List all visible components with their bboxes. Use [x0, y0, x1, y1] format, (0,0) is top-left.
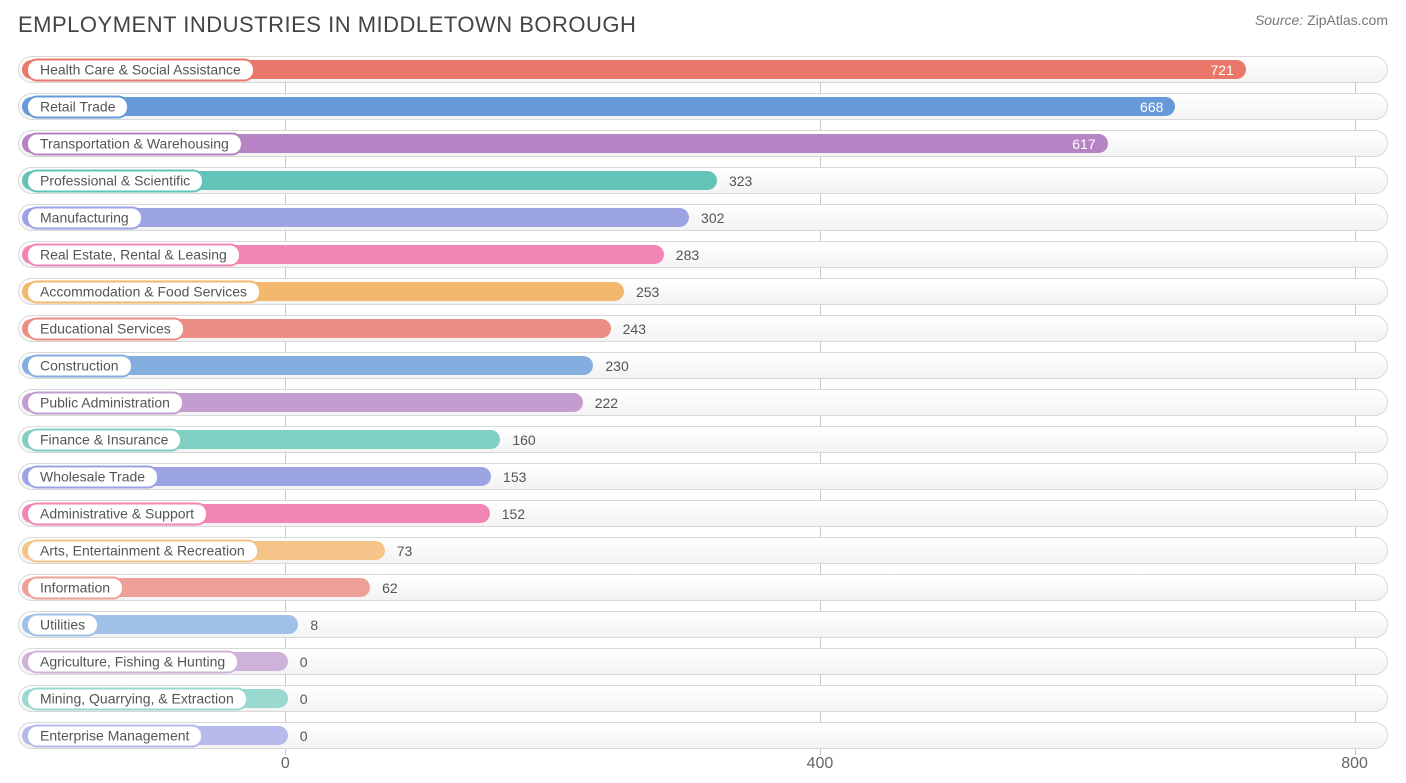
category-label: Wholesale Trade: [26, 465, 159, 488]
value-label: 323: [729, 174, 752, 188]
x-tick: 0: [281, 755, 290, 773]
bar-row: Mining, Quarrying, & Extraction 0: [18, 685, 1388, 712]
bar-row: Agriculture, Fishing & Hunting 0: [18, 648, 1388, 675]
bar-row: Arts, Entertainment & Recreation 73: [18, 537, 1388, 564]
bar-track: Construction 230: [22, 356, 1384, 375]
value-label: 668: [1140, 100, 1163, 114]
value-label: 62: [382, 581, 398, 595]
bar-row: Utilities 8: [18, 611, 1388, 638]
bar-row: Enterprise Management 0: [18, 722, 1388, 749]
category-label: Transportation & Warehousing: [26, 132, 243, 155]
category-label: Real Estate, Rental & Leasing: [26, 243, 241, 266]
category-label: Mining, Quarrying, & Extraction: [26, 687, 248, 710]
category-label: Public Administration: [26, 391, 184, 414]
value-label: 253: [636, 285, 659, 299]
bar-row: Information 62: [18, 574, 1388, 601]
x-axis: 0 400 800: [18, 755, 1388, 783]
value-label: 0: [300, 655, 308, 669]
bar-track: Educational Services 243: [22, 319, 1384, 338]
bar-row: Health Care & Social Assistance 721: [18, 56, 1388, 83]
bar-row: Manufacturing 302: [18, 204, 1388, 231]
x-tick: 800: [1341, 755, 1368, 773]
category-label: Accommodation & Food Services: [26, 280, 261, 303]
category-label: Retail Trade: [26, 95, 129, 118]
category-label: Information: [26, 576, 124, 599]
value-label: 230: [605, 359, 628, 373]
bar-row: Wholesale Trade 153: [18, 463, 1388, 490]
category-label: Health Care & Social Assistance: [26, 58, 255, 81]
bar-track: Health Care & Social Assistance 721: [22, 60, 1384, 79]
bar-row: Finance & Insurance 160: [18, 426, 1388, 453]
value-label: 222: [595, 396, 618, 410]
value-label: 152: [502, 507, 525, 521]
chart-rows: Health Care & Social Assistance 721 Retail…: [18, 56, 1388, 749]
category-label: Utilities: [26, 613, 99, 636]
value-label: 160: [512, 433, 535, 447]
chart-header: EMPLOYMENT INDUSTRIES IN MIDDLETOWN BORO…: [18, 12, 1388, 38]
value-label: 617: [1072, 137, 1095, 151]
chart-source: Source: ZipAtlas.com: [1255, 12, 1388, 28]
bar-track: Public Administration 222: [22, 393, 1384, 412]
bar-row: Professional & Scientific 323: [18, 167, 1388, 194]
bar-track: Utilities 8: [22, 615, 1384, 634]
bar-track: Information 62: [22, 578, 1384, 597]
category-label: Educational Services: [26, 317, 185, 340]
value-label: 153: [503, 470, 526, 484]
bar-track: Wholesale Trade 153: [22, 467, 1384, 486]
category-label: Enterprise Management: [26, 724, 203, 747]
value-label: 243: [623, 322, 646, 336]
bar-row: Administrative & Support 152: [18, 500, 1388, 527]
bar-track: Retail Trade 668: [22, 97, 1384, 116]
bar-row: Retail Trade 668: [18, 93, 1388, 120]
value-label: 0: [300, 692, 308, 706]
category-label: Administrative & Support: [26, 502, 208, 525]
bar-track: Professional & Scientific 323: [22, 171, 1384, 190]
bar-track: Accommodation & Food Services 253: [22, 282, 1384, 301]
bar-row: Construction 230: [18, 352, 1388, 379]
bar-track: Arts, Entertainment & Recreation 73: [22, 541, 1384, 560]
bar-chart: Health Care & Social Assistance 721 Retail…: [18, 56, 1388, 783]
value-label: 302: [701, 211, 724, 225]
value-label: 73: [397, 544, 413, 558]
bar-row: Educational Services 243: [18, 315, 1388, 342]
value-label: 283: [676, 248, 699, 262]
bar-track: Transportation & Warehousing 617: [22, 134, 1384, 153]
bar-track: Mining, Quarrying, & Extraction 0: [22, 689, 1384, 708]
chart-title: EMPLOYMENT INDUSTRIES IN MIDDLETOWN BORO…: [18, 12, 636, 38]
bar-track: Real Estate, Rental & Leasing 283: [22, 245, 1384, 264]
x-tick: 400: [807, 755, 834, 773]
bar-row: Real Estate, Rental & Leasing 283: [18, 241, 1388, 268]
category-label: Finance & Insurance: [26, 428, 182, 451]
bar-track: Agriculture, Fishing & Hunting 0: [22, 652, 1384, 671]
bar-track: Administrative & Support 152: [22, 504, 1384, 523]
category-label: Agriculture, Fishing & Hunting: [26, 650, 239, 673]
source-label: Source:: [1255, 12, 1303, 28]
bar-track: Enterprise Management 0: [22, 726, 1384, 745]
category-label: Arts, Entertainment & Recreation: [26, 539, 259, 562]
category-label: Professional & Scientific: [26, 169, 204, 192]
value-label: 721: [1210, 63, 1233, 77]
value-label: 8: [310, 618, 318, 632]
bar-track: Finance & Insurance 160: [22, 430, 1384, 449]
bar-row: Public Administration 222: [18, 389, 1388, 416]
bar-fill: [22, 97, 1175, 116]
bar-track: Manufacturing 302: [22, 208, 1384, 227]
category-label: Construction: [26, 354, 133, 377]
source-value: ZipAtlas.com: [1307, 12, 1388, 28]
bar-row: Accommodation & Food Services 253: [18, 278, 1388, 305]
category-label: Manufacturing: [26, 206, 143, 229]
bar-row: Transportation & Warehousing 617: [18, 130, 1388, 157]
value-label: 0: [300, 729, 308, 743]
